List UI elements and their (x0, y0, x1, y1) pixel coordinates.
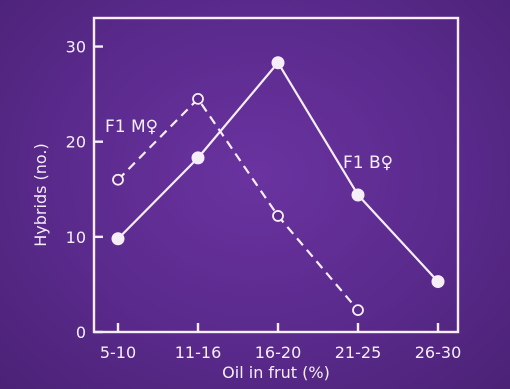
series-line-0 (117, 97, 359, 311)
y-axis-label: Hybrids (no.) (31, 143, 50, 246)
y-tick-label: 10 (66, 228, 86, 247)
filled-data-point (431, 275, 445, 289)
series-points (111, 56, 445, 317)
x-tick-label: 16-20 (255, 343, 302, 362)
x-tick-label: 21-25 (335, 343, 382, 362)
y-tick-label: 0 (76, 323, 86, 342)
x-tick-label: 5-10 (100, 343, 136, 362)
tick-labels: 0 10 20 30 5-10 11-16 16-20 21-25 26-30 (66, 38, 462, 362)
open-data-point (192, 92, 204, 105)
filled-data-point (111, 232, 125, 246)
x-tick-label: 11-16 (175, 343, 222, 362)
open-data-point (352, 304, 364, 317)
axes (92, 16, 460, 334)
y-tick-label: 30 (66, 38, 86, 57)
plot-frame (92, 16, 460, 334)
x-tick-label: 26-30 (415, 343, 462, 362)
filled-data-point (271, 56, 285, 70)
open-data-point (272, 210, 284, 222)
y-tick-label: 20 (66, 133, 86, 152)
open-data-point (112, 173, 124, 186)
series-label-f1-b: F1 B♀ (343, 153, 393, 173)
series-label-f1-m: F1 M♀ (105, 117, 158, 137)
series-lines (117, 61, 439, 311)
filled-data-point (351, 188, 365, 202)
x-axis-label: Oil in frut (%) (222, 363, 330, 382)
filled-data-point (191, 151, 205, 165)
